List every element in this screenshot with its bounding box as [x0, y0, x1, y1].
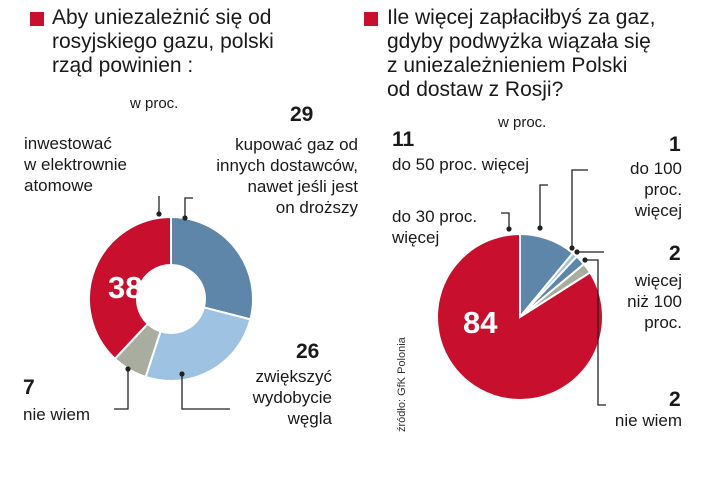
leader-dot-7 — [574, 249, 580, 255]
leader-up-to-30 — [501, 212, 510, 227]
leader-up-to-100 — [571, 169, 588, 246]
donut1-slice-0 — [170, 215, 254, 321]
title-bullet-1 — [30, 12, 44, 26]
leader-dot-4 — [537, 225, 543, 231]
value-up-to-30: 84 — [463, 305, 498, 340]
leader-up-to-50 — [539, 184, 548, 226]
leader-dot-6 — [569, 245, 575, 251]
value-dont-know-2: 2 — [669, 388, 681, 411]
title-bullet-2 — [364, 12, 378, 26]
leader-dot-1 — [182, 215, 188, 221]
label-up-to-50: do 50 proc. więcej — [392, 155, 530, 174]
value-other-suppliers: 29 — [290, 103, 314, 126]
label-nuclear: inwestować w elektrownie atomowe — [24, 134, 127, 195]
value-nuclear: 38 — [108, 270, 143, 305]
chart-1-unit: w proc. — [130, 95, 179, 112]
leader-other-suppliers — [184, 197, 193, 220]
label-coal: zwiększyć wydobycie węgla — [252, 367, 332, 428]
donut1-slice-3 — [88, 215, 172, 361]
value-up-to-100: 1 — [669, 133, 681, 156]
leader-dot-5 — [506, 226, 512, 232]
leader-dont-know-1 — [114, 371, 129, 410]
value-over-100: 2 — [669, 242, 681, 265]
label-up-to-100: do 100 proc. więcej — [630, 159, 682, 220]
value-dont-know-1: 7 — [23, 376, 35, 399]
donut1-slice-1 — [144, 306, 252, 382]
leader-dot-8 — [582, 257, 588, 263]
donut-chart-1 — [88, 215, 254, 382]
pie-chart-2 — [436, 232, 604, 401]
label-dont-know-1: nie wiem — [23, 405, 91, 424]
leader-coal — [181, 376, 230, 410]
chart-2-unit: w proc. — [498, 114, 547, 131]
label-other-suppliers: kupować gaz od innych dostawców, nawet j… — [216, 135, 358, 217]
leader-lines — [114, 169, 606, 410]
leader-dot-2 — [179, 371, 185, 377]
chart-1-title: Aby uniezależnić się od rosyjskiego gazu… — [52, 6, 274, 77]
leader-dot-0 — [156, 211, 162, 217]
leader-dot-3 — [125, 366, 131, 372]
pie2-slice-4 — [436, 232, 604, 401]
value-coal: 26 — [296, 340, 320, 363]
leader-dont-know-2 — [585, 259, 606, 406]
label-over-100: więcej niż 100 proc. — [627, 271, 682, 332]
label-dont-know-2: nie wiem — [614, 411, 682, 430]
source-credit: źródło: GfK Polonia — [396, 337, 408, 432]
chart-2-title: Ile więcej zapłaciłbyś za gaz, gdyby pod… — [387, 6, 656, 101]
label-up-to-30: do 30 proc. więcej — [392, 207, 478, 247]
value-up-to-50: 11 — [392, 128, 415, 151]
